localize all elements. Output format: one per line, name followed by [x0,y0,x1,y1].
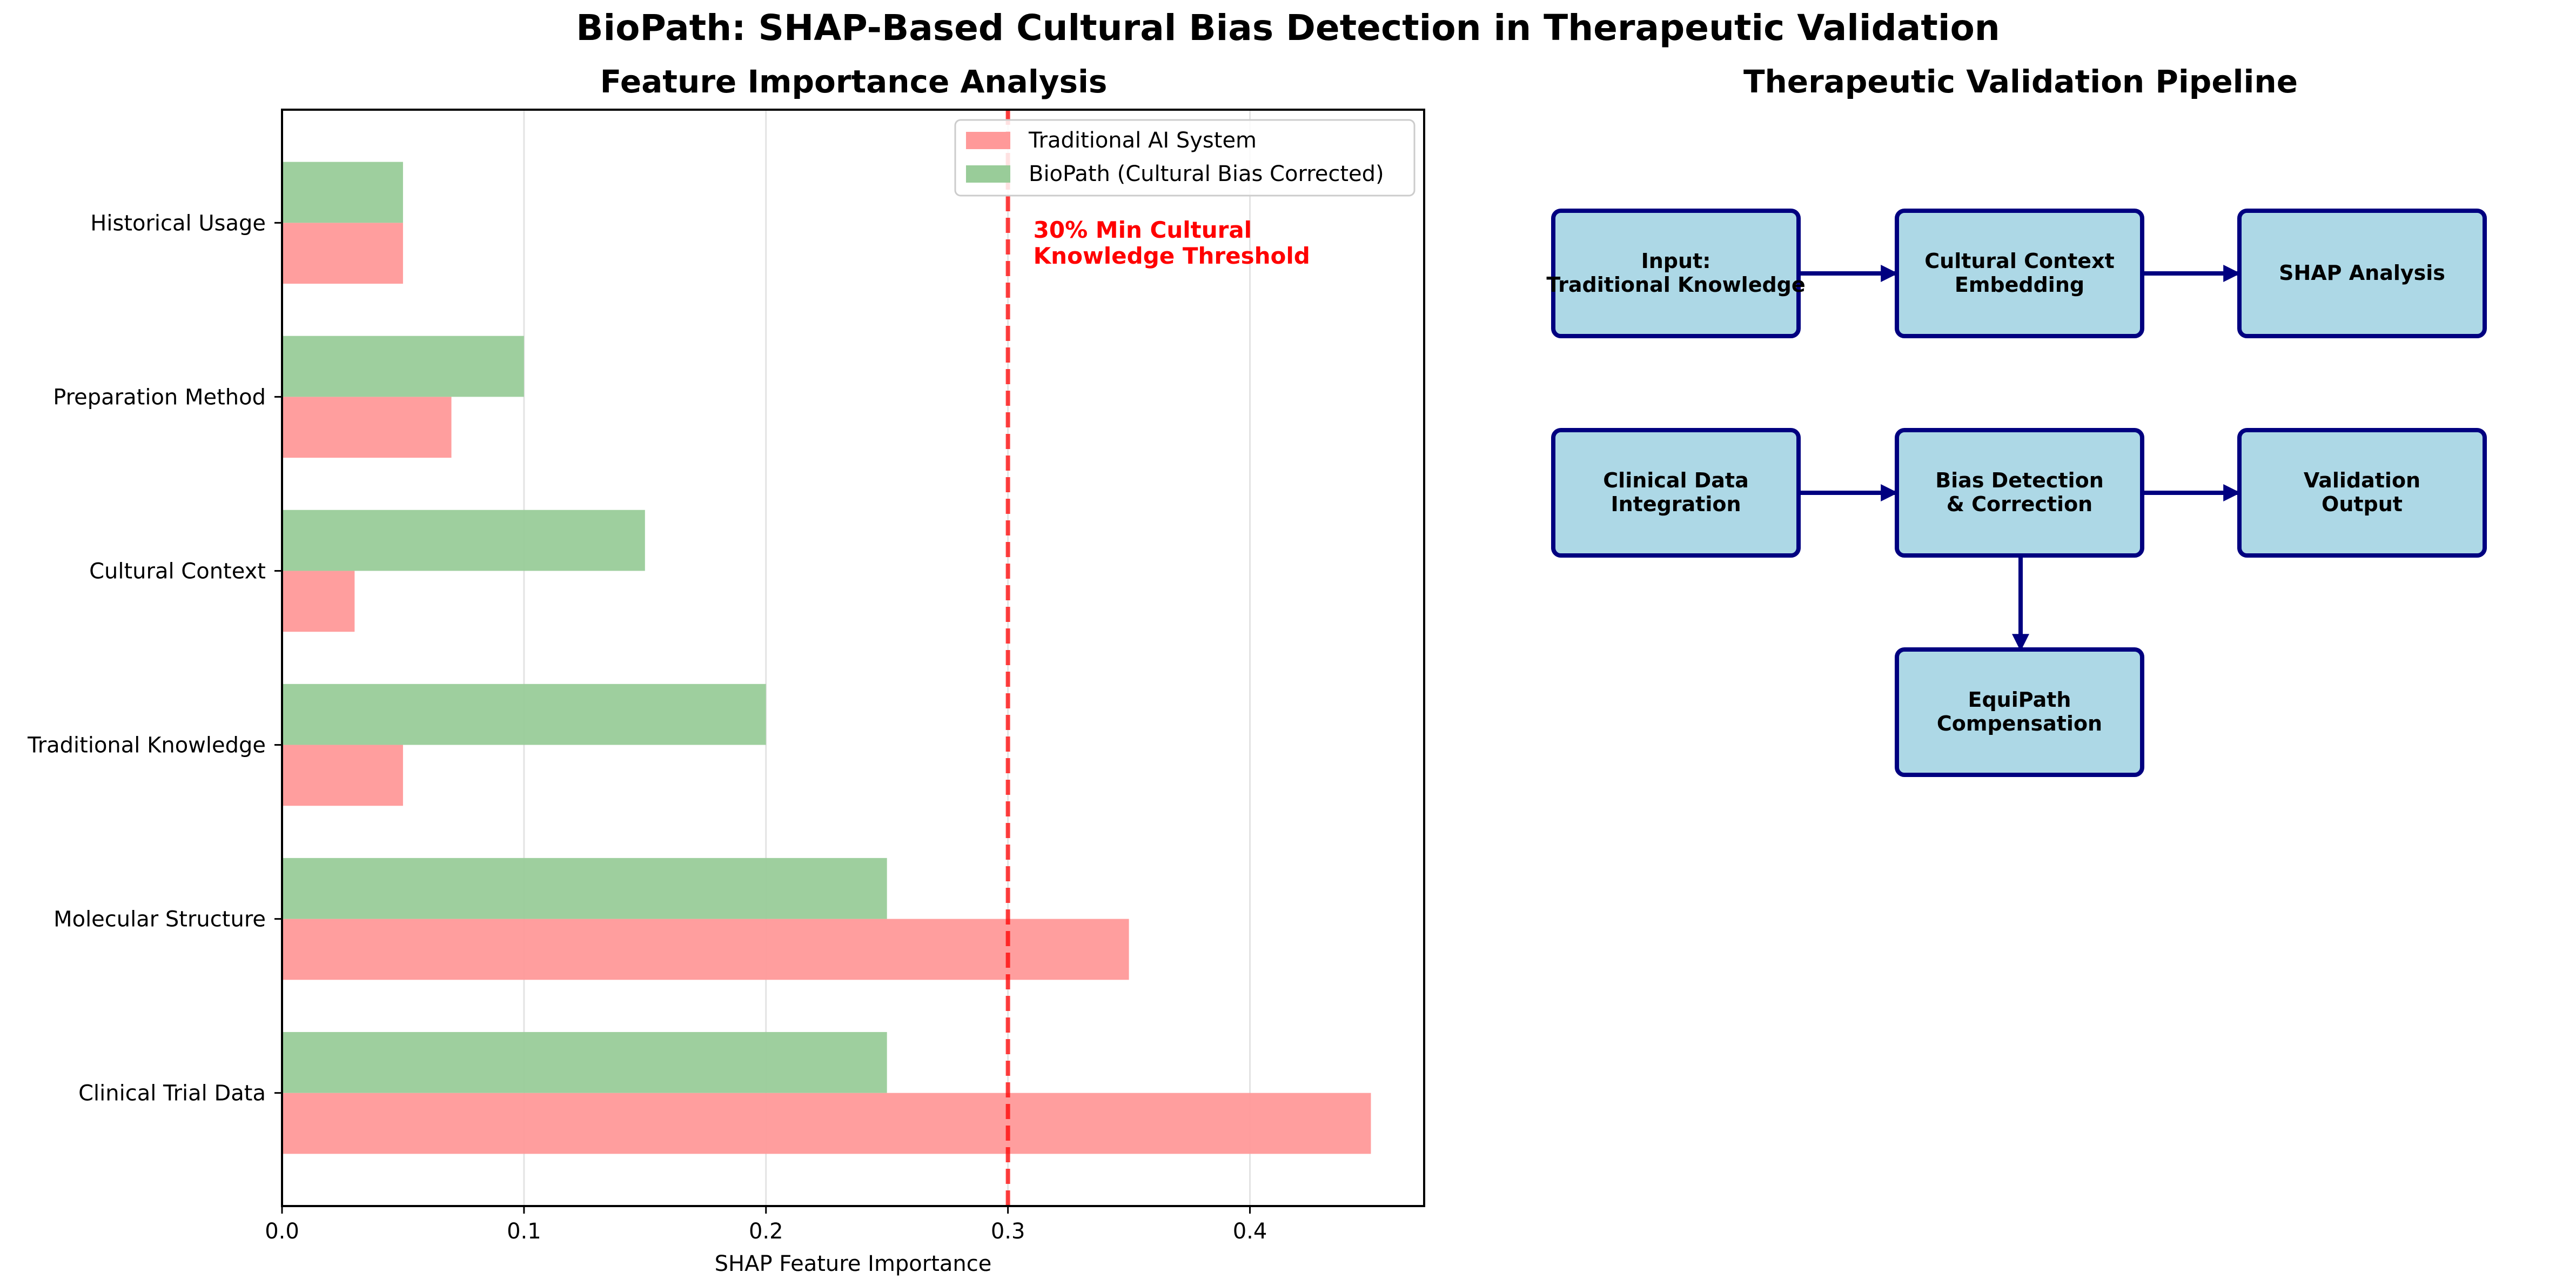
y-tick-label-5: Historical Usage [90,211,266,236]
pipeline-box-input: Input: Traditional Knowledge [1546,209,1806,338]
bar-biopath-3 [282,510,645,571]
pipeline-box-bias-detection-label: Bias Detection & Correction [1935,468,2104,516]
bar-traditional-ai-1 [282,919,1129,980]
pipeline-box-cultural-context: Cultural Context Embedding [1895,209,2144,338]
feature-chart-title: Feature Importance Analysis [600,63,1108,100]
pipeline-box-validation-output: Validation Output [2237,428,2487,558]
pipeline-box-cultural-context-label: Cultural Context Embedding [1924,249,2115,297]
x-tick-label-2: 0.2 [749,1219,783,1244]
legend-frame [954,119,1416,197]
x-tick-label-4: 0.4 [1233,1219,1267,1244]
y-tick-label-1: Molecular Structure [53,907,266,932]
pipeline-box-input-label: Input: Traditional Knowledge [1546,249,1806,297]
figure-title: BioPath: SHAP-Based Cultural Bias Detect… [576,7,2000,49]
pipeline-box-shap-analysis: SHAP Analysis [2237,209,2487,338]
legend-label-0: Traditional AI System [1028,128,1257,153]
bar-biopath-2 [282,684,766,745]
y-tick-label-4: Preparation Method [53,385,266,410]
pipeline-title: Therapeutic Validation Pipeline [1743,63,2298,100]
pipeline-box-validation-output-label: Validation Output [2303,468,2421,516]
pipeline-box-clinical-data-label: Clinical Data Integration [1603,468,1749,516]
threshold-label-line-1: Knowledge Threshold [1034,243,1310,269]
x-axis-label: SHAP Feature Importance [715,1251,992,1276]
bar-biopath-4 [282,336,524,397]
legend-label-1: BioPath (Cultural Bias Corrected) [1029,162,1384,186]
pipeline-box-shap-analysis-label: SHAP Analysis [2279,261,2445,285]
bar-traditional-ai-0 [282,1093,1371,1154]
x-tick-label-0: 0.0 [265,1219,299,1244]
x-tick-label-1: 0.1 [507,1219,541,1244]
legend-swatch-1 [966,165,1010,183]
pipeline-box-equipath-label: EquiPath Compensation [1936,688,2103,735]
pipeline-box-equipath: EquiPath Compensation [1895,647,2144,777]
threshold-label-line-0: 30% Min Cultural [1034,217,1252,243]
x-tick-label-3: 0.3 [991,1219,1025,1244]
bar-traditional-ai-4 [282,397,452,458]
bar-biopath-0 [282,1032,887,1093]
pipeline-box-bias-detection: Bias Detection & Correction [1895,428,2144,558]
plot-frame [281,109,1425,1207]
y-tick-label-2: Traditional Knowledge [27,733,266,758]
pipeline-box-clinical-data: Clinical Data Integration [1551,428,1801,558]
bar-traditional-ai-3 [282,571,355,632]
bar-biopath-5 [282,162,403,223]
bar-biopath-1 [282,858,887,919]
legend-swatch-0 [966,132,1010,149]
bar-traditional-ai-5 [282,223,403,284]
bar-traditional-ai-2 [282,745,403,806]
y-tick-label-3: Cultural Context [89,559,266,584]
y-tick-label-0: Clinical Trial Data [78,1081,266,1106]
